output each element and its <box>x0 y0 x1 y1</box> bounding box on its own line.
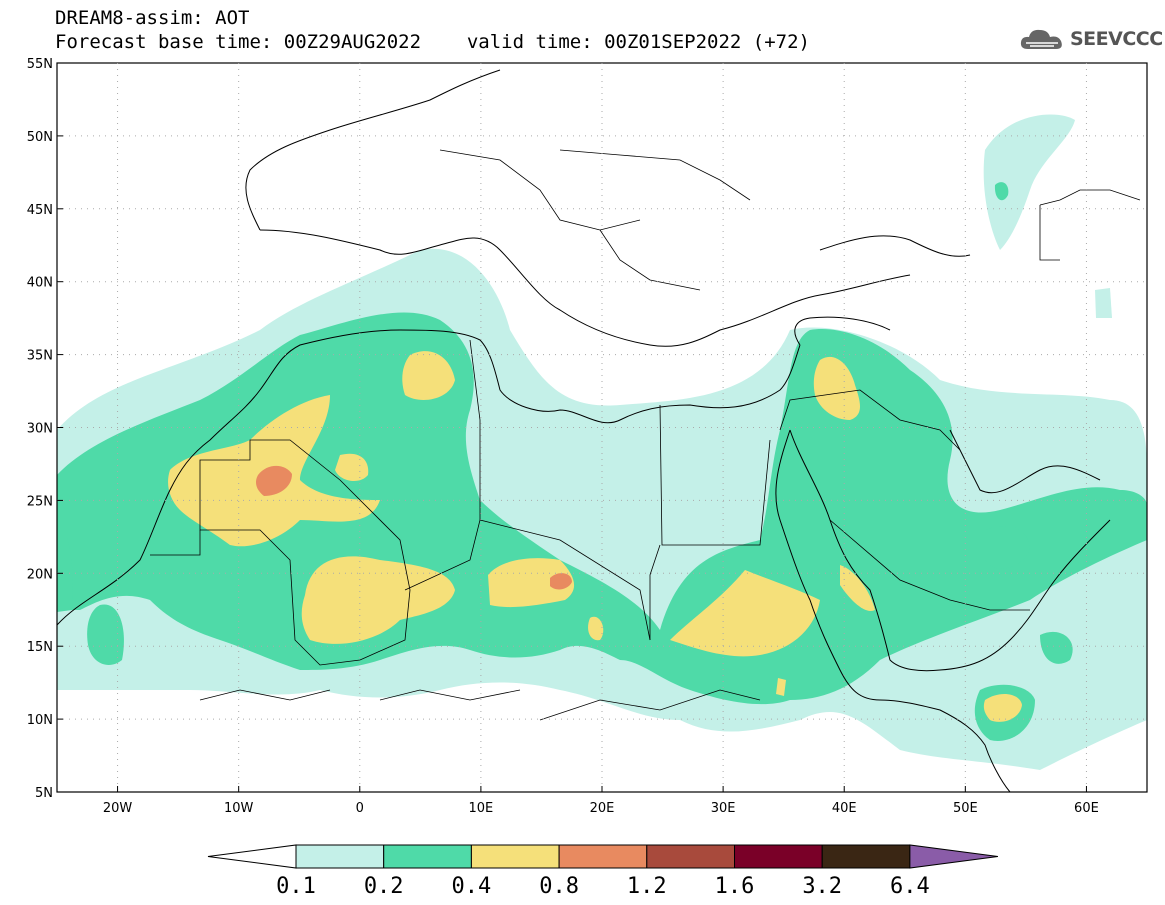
latitude-axis: 55N 50N 45N 40N 35N 30N 25N 20N 15N 10N 5N <box>27 57 63 801</box>
colorbar-segment <box>646 844 735 869</box>
lat-tick-label: 30N <box>27 422 53 437</box>
title-line-1: DREAM8-assim: AOT <box>55 7 250 29</box>
colorbar-level-label: 3.2 <box>802 874 842 899</box>
lon-tick-label: 30E <box>711 801 736 816</box>
lat-tick-label: 40N <box>27 276 53 291</box>
colorbar-segment <box>470 844 560 869</box>
lat-tick-label: 50N <box>27 130 53 145</box>
aot-0.8-1.2-field <box>256 465 572 590</box>
base-time-label: Forecast base time: 00Z29AUG2022 <box>55 31 422 53</box>
colorbar-high-arrow <box>909 844 998 869</box>
colorbar-segment <box>821 844 911 869</box>
logo-text: SEEVCCC <box>1070 28 1163 50</box>
lat-tick-label: 10N <box>27 713 53 728</box>
lat-tick-label: 35N <box>27 349 53 364</box>
colorbar-level-label: 1.6 <box>715 874 755 899</box>
colorbar: 0.1 0.2 0.4 0.8 1.2 1.6 3.2 6.4 <box>207 844 998 899</box>
lon-tick-label: 50E <box>953 801 978 816</box>
lat-tick-label: 5N <box>35 786 53 801</box>
cloud-icon <box>1020 29 1062 49</box>
valid-time-label: valid time: 00Z01SEP2022 (+72) <box>466 31 810 53</box>
lon-tick-label: 0 <box>356 801 364 816</box>
colorbar-segment <box>295 844 385 869</box>
colorbar-segment <box>734 844 823 869</box>
longitude-axis: 20W 10W 0 10E 20E 30E 40E 50E 60E <box>103 786 1099 816</box>
colorbar-level-label: 6.4 <box>890 874 930 899</box>
colorbar-segment <box>558 844 648 869</box>
colorbar-segment <box>383 844 472 869</box>
lon-tick-label: 20W <box>103 801 133 816</box>
coastlines <box>57 69 1111 792</box>
lon-tick-label: 40E <box>832 801 857 816</box>
lon-tick-label: 10E <box>469 801 494 816</box>
lon-tick-label: 10W <box>224 801 254 816</box>
colorbar-level-label: 0.8 <box>539 874 579 899</box>
lat-tick-label: 45N <box>27 203 53 218</box>
colorbar-level-label: 0.4 <box>452 874 492 899</box>
colorbar-low-arrow <box>207 844 297 869</box>
country-borders <box>150 149 1141 721</box>
lat-tick-label: 20N <box>27 567 53 582</box>
lon-tick-label: 60E <box>1074 801 1099 816</box>
lat-tick-label: 55N <box>27 57 53 72</box>
colorbar-level-label: 1.2 <box>627 874 667 899</box>
lat-tick-label: 25N <box>27 494 53 509</box>
lat-tick-label: 15N <box>27 640 53 655</box>
colorbar-level-label: 0.1 <box>276 874 316 899</box>
map-title: DREAM8-assim: AOT Forecast base time: 00… <box>55 6 810 54</box>
lon-tick-label: 20E <box>590 801 615 816</box>
seevccc-logo: SEEVCCC <box>1018 24 1163 54</box>
colorbar-level-label: 0.2 <box>364 874 404 899</box>
